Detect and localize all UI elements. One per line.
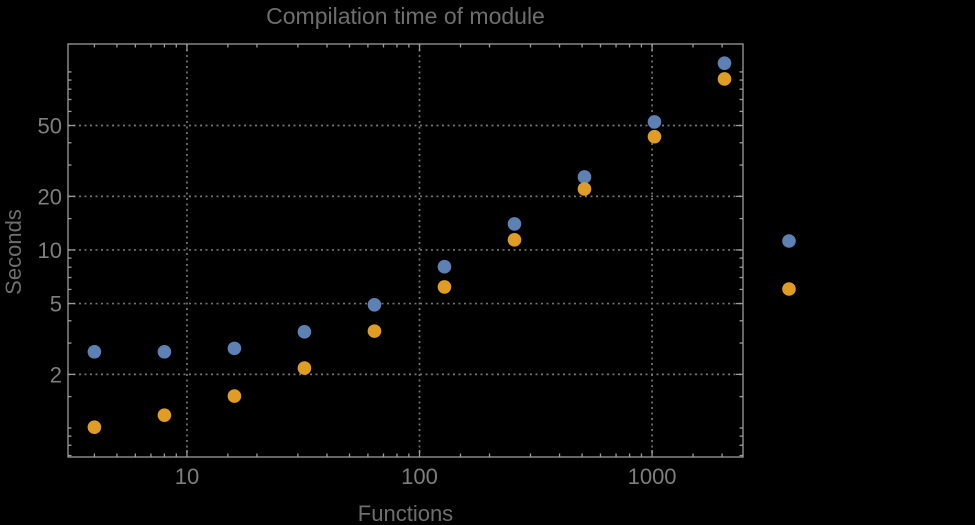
y-axis-label: Seconds xyxy=(1,209,26,295)
data-point-series-1 xyxy=(157,344,172,359)
data-point-series-1 xyxy=(507,217,522,231)
chart-title: Compilation time of module xyxy=(266,3,545,29)
x-tick-label: 10 xyxy=(175,464,199,489)
data-point-series-2 xyxy=(367,324,382,338)
y-tick-label: 20 xyxy=(38,184,62,209)
data-point-series-2 xyxy=(647,129,662,144)
data-point-series-2 xyxy=(717,72,732,86)
x-axis-label: Functions xyxy=(357,501,454,525)
data-point-series-2 xyxy=(297,361,312,375)
x-tick-label: 1000 xyxy=(628,464,677,489)
y-tick-label: 5 xyxy=(50,292,62,317)
data-point-series-1 xyxy=(717,56,732,70)
data-point-series-2 xyxy=(507,233,522,247)
legend-marker-series-1 xyxy=(782,234,796,248)
data-point-series-1 xyxy=(577,170,592,184)
data-point-series-1 xyxy=(87,344,102,359)
data-point-series-1 xyxy=(367,297,382,312)
y-tick-label: 2 xyxy=(50,362,62,387)
data-point-series-1 xyxy=(437,259,452,274)
data-point-series-1 xyxy=(227,341,242,356)
data-point-series-2 xyxy=(577,182,592,196)
data-point-series-2 xyxy=(87,420,102,435)
y-tick-label: 10 xyxy=(38,238,62,263)
data-point-series-2 xyxy=(437,280,452,294)
data-point-series-1 xyxy=(647,115,662,129)
data-point-series-1 xyxy=(297,324,312,339)
data-point-series-2 xyxy=(227,389,242,403)
legend-marker-series-2 xyxy=(782,282,796,296)
y-tick-label: 50 xyxy=(38,114,62,139)
data-point-series-2 xyxy=(157,408,172,422)
x-tick-label: 100 xyxy=(401,464,438,489)
